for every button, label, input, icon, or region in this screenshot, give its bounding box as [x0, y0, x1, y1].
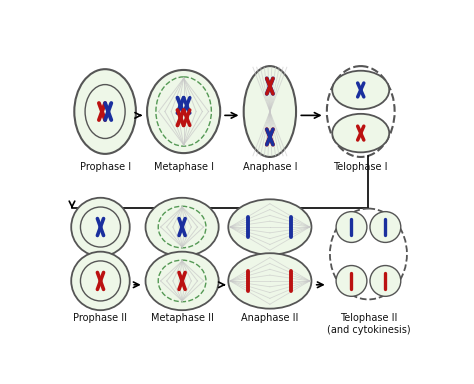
Ellipse shape — [146, 198, 219, 256]
Ellipse shape — [244, 66, 296, 157]
Text: Telophase II
(and cytokinesis): Telophase II (and cytokinesis) — [327, 313, 410, 335]
Ellipse shape — [332, 71, 389, 109]
Text: Metaphase II: Metaphase II — [151, 313, 213, 323]
Text: Prophase II: Prophase II — [73, 313, 128, 323]
Text: Anaphase I: Anaphase I — [243, 162, 297, 172]
Ellipse shape — [147, 70, 220, 153]
Ellipse shape — [71, 252, 130, 310]
Text: Telophase I: Telophase I — [334, 162, 388, 172]
Ellipse shape — [370, 212, 401, 242]
Ellipse shape — [332, 114, 389, 152]
Ellipse shape — [336, 265, 367, 296]
Ellipse shape — [74, 69, 136, 154]
Text: Anaphase II: Anaphase II — [241, 313, 299, 323]
Ellipse shape — [146, 252, 219, 310]
Ellipse shape — [71, 198, 130, 256]
Ellipse shape — [228, 253, 311, 309]
Ellipse shape — [370, 265, 401, 296]
Text: Metaphase I: Metaphase I — [154, 162, 214, 172]
Text: Prophase I: Prophase I — [80, 162, 131, 172]
Ellipse shape — [336, 212, 367, 242]
Ellipse shape — [228, 199, 311, 255]
